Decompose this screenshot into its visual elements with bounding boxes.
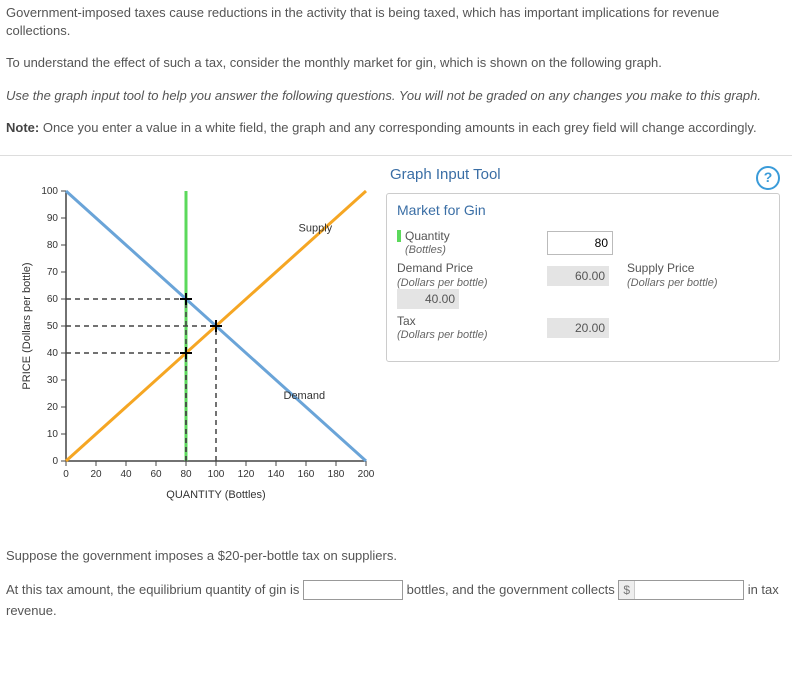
svg-text:80: 80 xyxy=(47,240,59,251)
svg-text:QUANTITY (Bottles): QUANTITY (Bottles) xyxy=(166,489,265,501)
svg-text:50: 50 xyxy=(47,321,59,332)
tax-row: Tax (Dollars per bottle) 20.00 xyxy=(397,315,769,341)
note-line: Note: Once you enter a value in a white … xyxy=(6,119,786,137)
svg-text:80: 80 xyxy=(180,469,192,480)
tax-revenue-input[interactable] xyxy=(635,582,743,598)
tool-container: ? Graph Input Tool Market for Gin Quanti… xyxy=(386,166,786,362)
demand-price-value: 60.00 xyxy=(547,266,609,286)
panel-area: 0 20 40 60 80 100 120 140 160 180 200 0 10 20 30 40 50 60… xyxy=(0,155,792,516)
price-row: Demand Price (Dollars per bottle) 60.00 … xyxy=(397,262,769,308)
svg-text:60: 60 xyxy=(150,469,162,480)
demand-price-label: Demand Price (Dollars per bottle) xyxy=(397,262,547,288)
help-icon[interactable]: ? xyxy=(756,166,780,190)
svg-text:0: 0 xyxy=(52,456,58,467)
svg-text:200: 200 xyxy=(358,469,375,480)
intro-line-1: Government-imposed taxes cause reduction… xyxy=(6,4,786,40)
tax-value: 20.00 xyxy=(547,318,609,338)
svg-text:140: 140 xyxy=(268,469,285,480)
supply-price-label: Supply Price (Dollars per bottle) xyxy=(627,262,757,288)
svg-text:90: 90 xyxy=(47,213,59,224)
chart-container: 0 20 40 60 80 100 120 140 160 180 200 0 10 20 30 40 50 60… xyxy=(6,166,386,506)
svg-text:10: 10 xyxy=(47,429,59,440)
tool-subtitle: Market for Gin xyxy=(397,202,769,218)
svg-text:0: 0 xyxy=(63,469,69,480)
svg-text:20: 20 xyxy=(47,402,59,413)
quantity-marker-icon xyxy=(397,230,401,242)
svg-text:120: 120 xyxy=(238,469,255,480)
svg-text:100: 100 xyxy=(41,186,58,197)
quantity-label: Quantity (Bottles) xyxy=(397,230,547,256)
intro-line-3: Use the graph input tool to help you ans… xyxy=(6,87,786,105)
intro-line-2: To understand the effect of such a tax, … xyxy=(6,54,786,72)
quantity-row: Quantity (Bottles) xyxy=(397,230,769,256)
equilibrium-qty-input[interactable] xyxy=(303,580,403,600)
tax-label: Tax (Dollars per bottle) xyxy=(397,315,547,341)
question-2: At this tax amount, the equilibrium quan… xyxy=(6,580,786,622)
note-text: Once you enter a value in a white field,… xyxy=(39,120,756,135)
supply-price-value: 40.00 xyxy=(397,289,459,309)
svg-text:40: 40 xyxy=(47,348,59,359)
svg-text:Demand: Demand xyxy=(284,390,326,402)
svg-text:30: 30 xyxy=(47,375,59,386)
instructions-block: Government-imposed taxes cause reduction… xyxy=(0,0,792,155)
svg-text:160: 160 xyxy=(298,469,315,480)
dollar-sign-icon: $ xyxy=(619,581,635,599)
svg-text:40: 40 xyxy=(120,469,132,480)
svg-text:60: 60 xyxy=(47,294,59,305)
svg-text:20: 20 xyxy=(90,469,102,480)
quantity-input[interactable] xyxy=(547,231,613,255)
questions-block: Suppose the government imposes a $20-per… xyxy=(0,546,792,642)
tool-box: Market for Gin Quantity (Bottles) Demand… xyxy=(386,193,780,362)
supply-demand-chart[interactable]: 0 20 40 60 80 100 120 140 160 180 200 0 10 20 30 40 50 60… xyxy=(16,186,376,506)
svg-text:180: 180 xyxy=(328,469,345,480)
tax-revenue-input-wrap: $ xyxy=(618,580,744,600)
svg-text:Supply: Supply xyxy=(299,222,333,234)
tool-title: Graph Input Tool xyxy=(390,166,786,183)
note-label: Note: xyxy=(6,120,39,135)
svg-text:PRICE (Dollars per bottle): PRICE (Dollars per bottle) xyxy=(21,262,33,389)
svg-text:100: 100 xyxy=(208,469,225,480)
svg-text:70: 70 xyxy=(47,267,59,278)
question-1: Suppose the government imposes a $20-per… xyxy=(6,546,786,567)
